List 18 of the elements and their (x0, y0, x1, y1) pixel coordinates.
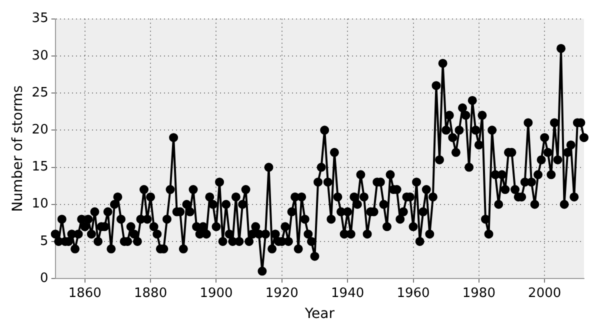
y-axis-title: Number of storms (10, 85, 26, 212)
x-tick-label: 1900 (200, 286, 233, 301)
y-tick-label: 0 (40, 270, 48, 286)
x-tick-label: 1960 (396, 286, 430, 301)
x-tick-label: 1860 (68, 286, 102, 301)
x-tick-label: 2000 (528, 286, 562, 301)
y-tick-label: 25 (32, 85, 48, 100)
y-tick-label: 35 (32, 11, 48, 26)
y-tick-label: 30 (32, 48, 48, 64)
y-tick-label: 10 (32, 196, 48, 212)
x-tick-label: 1940 (331, 286, 364, 301)
y-tick-label: 15 (32, 160, 48, 175)
x-axis-title: Year (304, 306, 335, 322)
y-tick-label: 20 (32, 122, 48, 138)
x-tick-label: 1880 (134, 286, 168, 301)
x-tick-label: 1920 (265, 286, 298, 301)
x-tick-label: 1980 (462, 286, 496, 301)
y-tick-label: 5 (40, 234, 48, 249)
